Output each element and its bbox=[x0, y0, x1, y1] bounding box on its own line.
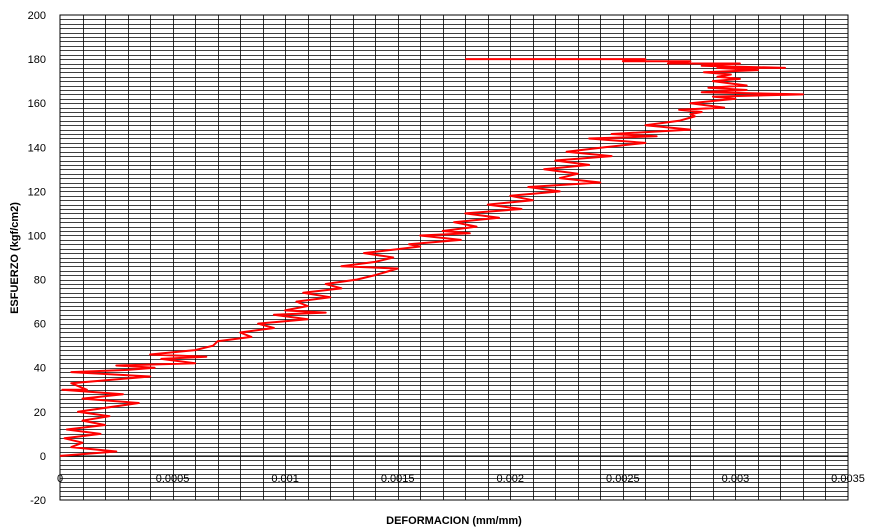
series-layer bbox=[59, 58, 804, 457]
x-tick-label: 0.0025 bbox=[606, 473, 640, 485]
y-tick-labels: -20 0 20 40 60 80 100 120 140 160 180 200 bbox=[28, 10, 46, 507]
x-tick-label: 0 bbox=[57, 473, 63, 485]
y-axis-title: ESFUERZO (kgf/cm2) bbox=[9, 202, 21, 314]
x-tick-label: 0.0005 bbox=[156, 473, 190, 485]
series-line bbox=[59, 58, 804, 457]
x-tick-label: 0.003 bbox=[722, 473, 750, 485]
y-tick-label: -20 bbox=[30, 495, 46, 507]
x-axis-title: DEFORMACION (mm/mm) bbox=[386, 515, 522, 527]
y-tick-label: 180 bbox=[28, 54, 46, 66]
y-tick-label: 40 bbox=[34, 363, 46, 375]
grid-vertical bbox=[83, 15, 826, 500]
grid-horizontal bbox=[60, 19, 848, 497]
y-tick-label: 60 bbox=[34, 319, 46, 331]
y-tick-label: 160 bbox=[28, 98, 46, 110]
y-tick-label: 120 bbox=[28, 186, 46, 198]
y-tick-label: 140 bbox=[28, 142, 46, 154]
x-tick-label: 0.0015 bbox=[381, 473, 415, 485]
x-tick-label: 0.002 bbox=[497, 473, 525, 485]
x-tick-label: 0.0035 bbox=[831, 473, 865, 485]
x-tick-label: 0.001 bbox=[271, 473, 299, 485]
y-tick-label: 0 bbox=[40, 451, 46, 463]
plot-area bbox=[60, 15, 848, 500]
plot-frame bbox=[59, 14, 849, 501]
y-tick-label: 100 bbox=[28, 230, 46, 242]
x-tick-labels: 0 0.0005 0.001 0.0015 0.002 0.0025 0.003 0.0035 bbox=[57, 473, 865, 485]
y-tick-label: 20 bbox=[34, 407, 46, 419]
y-tick-label: 200 bbox=[28, 10, 46, 22]
y-tick-label: 80 bbox=[34, 275, 46, 287]
